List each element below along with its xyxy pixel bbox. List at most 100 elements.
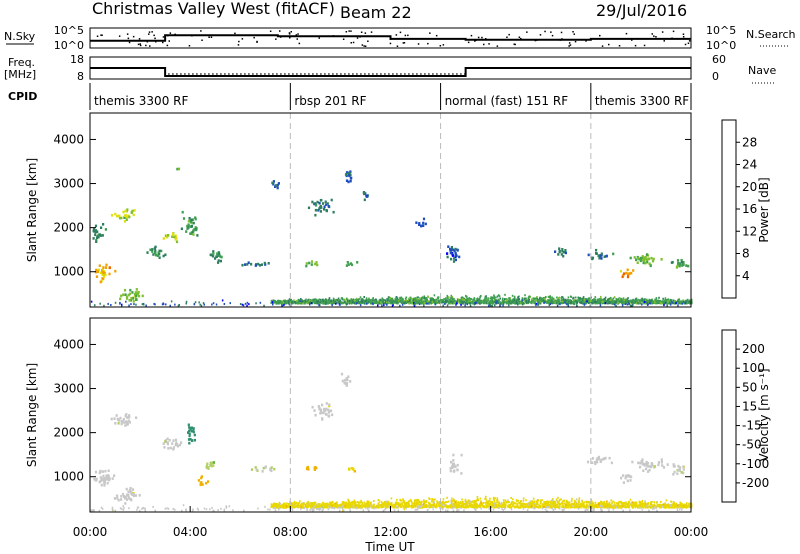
ground-scatter-cell bbox=[338, 301, 341, 304]
ground-scatter-cell bbox=[464, 498, 467, 501]
heatmap-cell bbox=[673, 470, 676, 474]
heatmap-cell bbox=[331, 413, 334, 417]
ground-scatter-cell bbox=[416, 299, 418, 302]
ground-scatter-cell bbox=[660, 300, 662, 303]
ground-scatter-cell bbox=[322, 501, 324, 504]
nsearch-dot bbox=[550, 31, 552, 33]
ground-scatter-cell bbox=[643, 298, 645, 301]
ground-scatter-cell bbox=[518, 298, 521, 301]
heatmap-cell bbox=[193, 228, 196, 231]
ground-scatter-cell bbox=[402, 297, 404, 300]
heatmap-cell bbox=[207, 467, 210, 470]
ground-scatter-cell bbox=[373, 505, 375, 508]
ground-scatter-cell bbox=[588, 302, 590, 304]
heatmap-cell bbox=[327, 415, 330, 418]
heatmap-cell bbox=[262, 466, 265, 470]
heatmap-cell bbox=[349, 170, 352, 173]
ground-scatter-cell bbox=[681, 503, 683, 506]
ground-scatter-cell bbox=[603, 302, 606, 305]
nsearch-dot bbox=[396, 45, 399, 47]
ground-scatter-cell bbox=[614, 303, 616, 306]
ground-scatter-cell bbox=[343, 298, 346, 301]
heatmap-cell bbox=[190, 225, 193, 228]
ground-scatter-cell bbox=[678, 298, 681, 301]
ground-scatter-cell bbox=[549, 298, 551, 301]
ground-scatter-cell bbox=[628, 302, 630, 305]
ground-scatter-cell bbox=[450, 297, 452, 299]
ground-scatter-cell bbox=[597, 298, 599, 301]
heatmap-cell bbox=[103, 271, 106, 275]
ground-scatter-cell bbox=[349, 299, 351, 302]
heatmap-cell bbox=[645, 462, 648, 466]
nsearch-dot bbox=[174, 33, 176, 36]
heatmap-cell bbox=[350, 263, 354, 267]
heatmap-cell bbox=[678, 469, 681, 472]
nave-tick-top: 60 bbox=[712, 53, 726, 66]
ground-scatter-cell bbox=[316, 302, 319, 305]
heatmap-cell bbox=[314, 262, 317, 266]
ground-scatter-cell bbox=[193, 303, 196, 306]
heatmap-cell bbox=[603, 255, 606, 258]
heatmap-cell bbox=[645, 467, 648, 471]
ground-scatter-cell bbox=[365, 299, 367, 302]
ground-scatter-cell bbox=[532, 299, 535, 302]
ground-scatter-cell bbox=[421, 296, 424, 299]
heatmap-cell bbox=[680, 260, 683, 264]
ground-scatter-cell bbox=[670, 500, 672, 503]
nsearch-dot bbox=[361, 44, 364, 46]
heatmap-cell bbox=[636, 261, 639, 264]
ground-scatter-cell bbox=[572, 297, 574, 300]
ground-scatter-cell bbox=[660, 302, 663, 305]
nsearch-dot bbox=[488, 43, 490, 45]
ground-scatter-cell bbox=[536, 296, 538, 298]
heatmap-cell bbox=[128, 414, 131, 417]
cpid-segment-label: themis 3300 RF bbox=[595, 94, 689, 108]
ground-scatter-cell bbox=[613, 296, 616, 299]
nsearch-dot bbox=[651, 33, 653, 35]
ground-scatter-cell bbox=[555, 503, 557, 506]
ground-scatter-cell bbox=[427, 302, 429, 305]
heatmap-cell bbox=[628, 272, 631, 275]
ground-scatter-cell bbox=[483, 301, 486, 303]
ground-scatter-cell bbox=[199, 303, 201, 306]
heatmap-cell bbox=[128, 215, 131, 219]
ground-scatter-cell bbox=[383, 299, 386, 302]
heatmap-cell bbox=[682, 465, 685, 468]
ground-scatter-cell bbox=[561, 296, 564, 299]
ground-scatter-cell bbox=[439, 302, 441, 304]
heatmap-cell bbox=[347, 180, 350, 184]
ground-scatter-cell bbox=[666, 304, 668, 307]
ground-scatter-cell bbox=[494, 299, 496, 301]
nsearch-dot bbox=[118, 35, 121, 37]
ground-scatter-cell bbox=[566, 504, 568, 507]
ground-scatter-cell bbox=[478, 302, 480, 304]
ground-scatter-cell bbox=[425, 506, 428, 508]
ground-scatter-cell bbox=[549, 296, 552, 299]
heatmap-cell bbox=[126, 297, 129, 300]
ground-scatter-cell bbox=[255, 302, 257, 305]
ground-scatter-cell bbox=[612, 300, 615, 303]
ground-scatter-cell bbox=[518, 502, 520, 504]
nsearch-label: N.Search bbox=[746, 28, 796, 41]
freq-label: Freq. bbox=[8, 56, 35, 69]
heatmap-cell bbox=[108, 266, 111, 269]
heatmap-cell bbox=[102, 266, 105, 269]
ground-scatter-cell bbox=[635, 302, 638, 305]
heatmap-cell bbox=[641, 458, 644, 461]
ground-scatter-cell bbox=[476, 297, 479, 300]
ground-scatter-cell bbox=[380, 301, 382, 304]
ground-scatter-cell bbox=[292, 504, 295, 507]
nsearch-dot bbox=[348, 30, 350, 32]
ground-scatter-cell bbox=[550, 300, 552, 303]
ground-scatter-cell bbox=[170, 300, 173, 303]
ground-scatter-cell bbox=[343, 301, 346, 304]
nsearch-dot bbox=[572, 31, 574, 33]
nsearch-dot bbox=[574, 40, 577, 43]
ground-scatter-cell bbox=[514, 502, 517, 505]
ground-scatter-cell bbox=[644, 503, 647, 506]
date-title: 29/Jul/2016 bbox=[596, 1, 687, 20]
ground-scatter-cell bbox=[594, 298, 597, 301]
ground-scatter-cell bbox=[466, 299, 469, 302]
ground-scatter-cell bbox=[516, 500, 518, 503]
ground-scatter-cell bbox=[568, 501, 571, 504]
